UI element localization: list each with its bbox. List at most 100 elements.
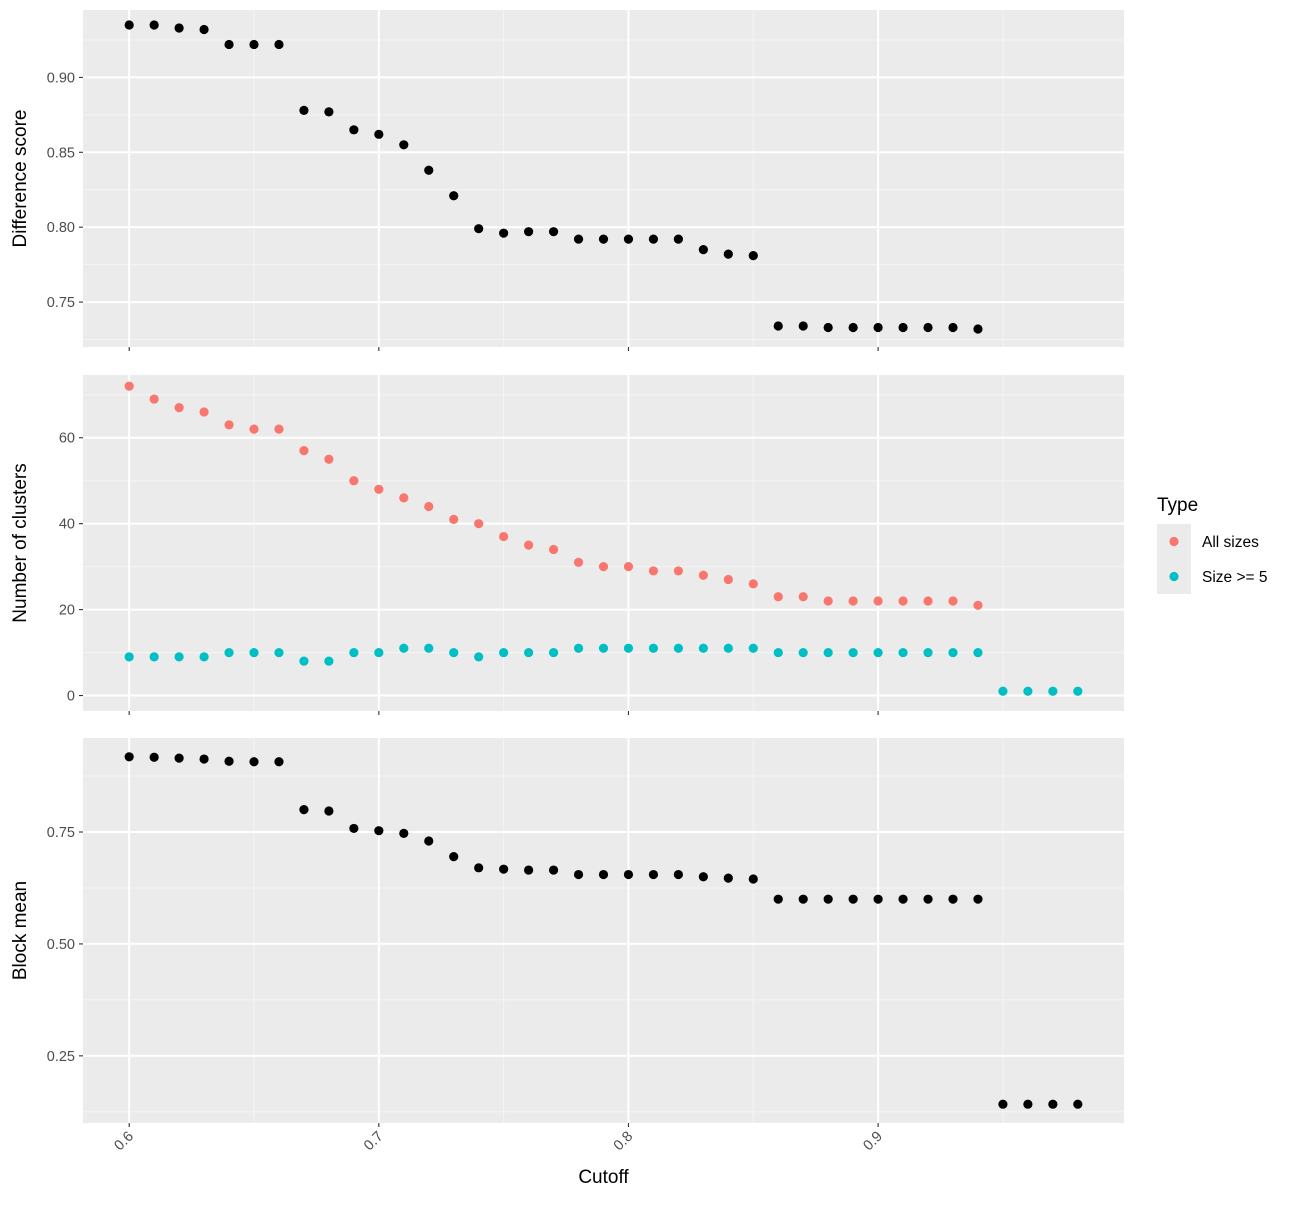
data-point [249,647,259,658]
data-point [973,600,983,610]
data-point [1023,1099,1033,1109]
series-values [124,752,1083,1109]
data-point [324,656,334,666]
data-point [548,647,559,658]
series-all-sizes [124,381,983,610]
data-point [773,592,783,602]
data-point [898,322,908,333]
data-point [798,592,808,602]
legend-title: Type [1157,495,1198,516]
data-point [424,165,434,175]
y-axis-title: Block mean [10,881,31,980]
y-tick-label: 0.80 [47,220,75,236]
data-point [1073,686,1083,696]
data-point [723,643,733,653]
data-point [548,865,559,875]
data-point [798,321,808,331]
data-point [224,647,234,658]
data-point [598,562,609,572]
data-point [399,828,409,838]
data-point [923,322,933,333]
data-point [948,894,958,904]
data-point [374,129,384,139]
data-point [1048,1099,1058,1109]
data-point [748,643,758,653]
x-tick-label: 0.9 [860,1129,886,1155]
data-point [149,394,159,404]
y-tick-label: 40 [59,517,75,533]
data-point [374,826,384,836]
data-point [474,863,484,873]
data-point [823,647,833,658]
data-point [524,865,534,875]
data-point [224,420,234,430]
data-point [948,322,958,333]
data-point [274,757,284,767]
x-axis-title: Cutoff [578,1167,629,1188]
data-point [499,864,509,874]
panel-number-of-clusters: 0 20 40 60 Number of clusters [10,375,1124,715]
data-point [399,643,409,653]
panel-block-mean: 0.25 0.50 0.75 Block mean 0.6 0.7 0.8 0.9 Cutoff [10,738,1124,1188]
y-tick-label: 0 [67,689,75,705]
x-tick-label: 0.6 [111,1129,137,1155]
data-point [548,544,559,555]
data-point [1073,1099,1083,1109]
data-point [249,757,259,767]
data-point [149,752,159,762]
data-point [524,540,534,550]
legend-item-label: All sizes [1202,534,1259,551]
data-point [873,322,883,333]
data-point [299,446,309,456]
legend: Type All sizes Size >= 5 [1157,495,1268,594]
data-point [748,251,758,261]
data-point [823,596,833,606]
data-point [324,107,334,117]
data-point [648,234,659,244]
data-point [923,596,933,606]
data-point [773,321,783,331]
data-point [598,234,609,244]
data-point [798,894,808,904]
data-point [798,647,808,658]
data-point [399,140,409,150]
data-point [449,191,459,201]
data-point [499,228,509,238]
panel-difference-score: 0.75 0.80 0.85 0.90 Difference score [10,10,1124,351]
data-point [848,596,858,606]
panel-background [83,375,1124,711]
legend-item-label: Size >= 5 [1202,569,1268,586]
data-point [848,322,858,333]
data-point [324,806,334,816]
y-tick-label: 0.75 [47,825,75,841]
data-point [274,39,284,50]
x-tick-label: 0.7 [361,1129,387,1155]
data-point [573,643,584,653]
data-point [324,454,334,464]
series-size-5 [124,643,1083,696]
panel-background [83,10,1124,347]
data-point [923,647,933,658]
data-point [648,566,659,576]
y-tick-label: 60 [59,431,75,447]
data-point [673,566,683,576]
data-point [499,531,509,542]
series-values [124,20,983,334]
data-point [873,596,883,606]
data-point [573,869,584,880]
data-point [698,643,708,653]
data-point [898,894,908,904]
data-point [474,519,484,529]
data-point [249,39,259,50]
data-point [648,643,659,653]
data-point [299,656,309,666]
data-point [773,894,783,904]
data-point [299,805,309,815]
y-tick-label: 0.75 [47,295,75,311]
data-point [174,23,184,33]
data-point [349,125,359,135]
data-point [723,574,733,585]
data-point [124,20,134,30]
data-point [973,324,983,334]
